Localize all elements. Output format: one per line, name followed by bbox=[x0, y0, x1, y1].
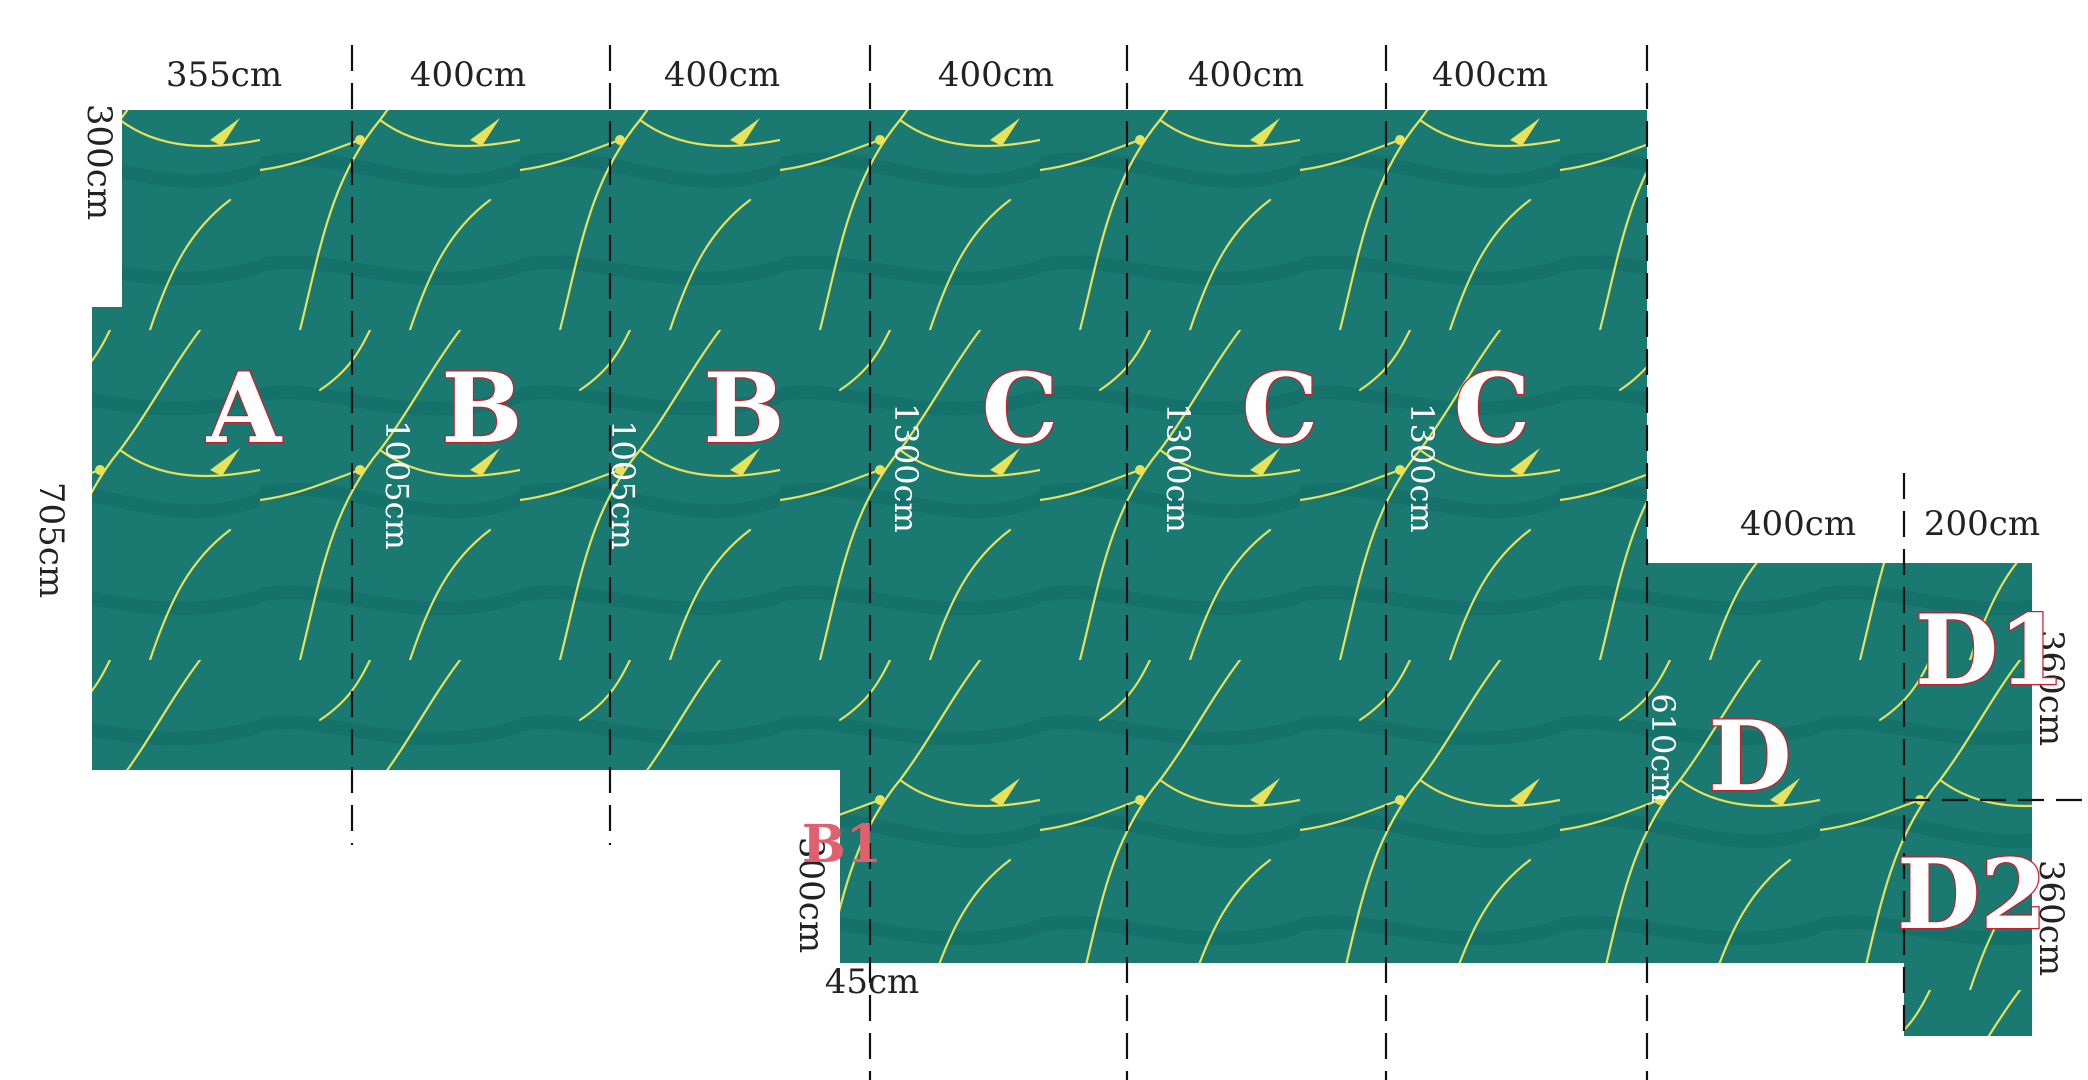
panel-label-c3: C bbox=[1454, 352, 1530, 465]
width-label-d: 400cm bbox=[1740, 504, 1856, 544]
panel-label-a: A bbox=[206, 352, 283, 465]
height-label-b1: 1005cm bbox=[378, 420, 416, 550]
panel-c1 bbox=[870, 110, 1127, 963]
width-label-4: 400cm bbox=[938, 55, 1054, 95]
panel-b2 bbox=[610, 110, 870, 770]
panel-label-d2: D2 bbox=[1897, 838, 2047, 951]
panel-label-c2: C bbox=[1242, 352, 1318, 465]
height-label-b2: 1005cm bbox=[604, 420, 642, 550]
height-label-c2: 1300cm bbox=[1159, 403, 1197, 533]
panel-c2 bbox=[1127, 110, 1386, 963]
right-width-labels: 400cm 200cm bbox=[1740, 504, 2040, 544]
panel-label-c1: C bbox=[982, 352, 1058, 465]
height-label-d2: 360cm bbox=[2031, 860, 2071, 976]
height-label-c1: 1300cm bbox=[887, 403, 925, 533]
width-label-6: 400cm bbox=[1432, 55, 1548, 95]
height-label-a-top: 300cm bbox=[79, 104, 119, 220]
height-label-d: 610cm bbox=[1644, 693, 1682, 802]
panel-b1 bbox=[352, 110, 610, 770]
width-label-3: 400cm bbox=[664, 55, 780, 95]
height-label-a-total: 705cm bbox=[31, 482, 71, 598]
height-labels: 300cm 705cm 1005cm 1005cm 1300cm 1300cm … bbox=[31, 104, 2071, 976]
panel-label-b1-strip: B1 bbox=[802, 814, 882, 875]
panel-label-b2: B bbox=[703, 352, 784, 465]
cut-lines bbox=[350, 45, 2088, 1080]
height-label-c3: 1300cm bbox=[1403, 403, 1441, 533]
top-width-labels: 355cm 400cm 400cm 400cm 400cm 400cm bbox=[166, 55, 1548, 95]
panel-label-b1: B bbox=[441, 352, 522, 465]
panel-label-d1: D1 bbox=[1915, 594, 2065, 707]
width-label-1: 355cm bbox=[166, 55, 282, 95]
height-label-d1: 360cm bbox=[2031, 630, 2071, 746]
width-label-2: 400cm bbox=[410, 55, 526, 95]
panel-b1-strip bbox=[840, 770, 870, 963]
panel-letters: A B B C C C D D1 D2 B1 bbox=[205, 351, 2067, 953]
panel-d bbox=[1647, 563, 1904, 963]
width-label-b1-strip: 45cm bbox=[825, 962, 920, 1002]
panel-c3 bbox=[1386, 110, 1647, 963]
panel-d2 bbox=[1904, 800, 2032, 1036]
width-label-5: 400cm bbox=[1188, 55, 1304, 95]
width-label-d1: 200cm bbox=[1924, 504, 2040, 544]
panel-label-d: D bbox=[1708, 700, 1791, 813]
height-label-b1-strip: 300cm bbox=[791, 837, 831, 953]
panel-d1 bbox=[1904, 563, 2032, 800]
panel-a bbox=[92, 110, 352, 770]
